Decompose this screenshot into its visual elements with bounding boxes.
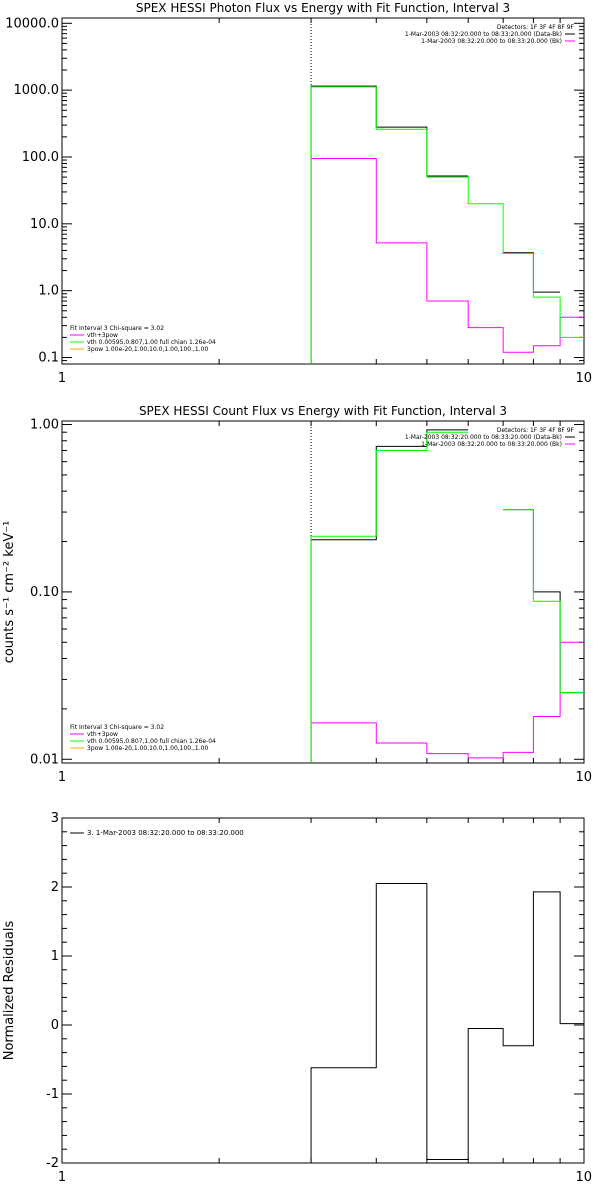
legend-left-item: 3. 1-Mar-2003 08:32:20.000 to 08:33:20.0… [87,829,244,837]
y-tick-label: 0 [51,1018,59,1033]
chart-title: SPEX HESSI Photon Flux vs Energy with Fi… [136,1,510,15]
series-1-line [310,157,584,364]
y-tick-label: 0.1 [38,351,59,366]
series-1-line [310,641,584,763]
series-group [310,85,584,364]
y-axis-label: counts s⁻¹ cm⁻² keV⁻¹ [2,521,17,664]
x-tick-label: 10 [575,770,592,785]
y-tick-label: 0.01 [30,752,59,767]
x-tick-label: 10 [575,371,592,386]
legend-right-item: 1-Mar-2003 08:32:20.000 to 08:33:20.000 … [421,441,562,448]
y-tick-label: 10.0 [30,217,59,232]
panel-count: SPEX HESSI Count Flux vs Energy with Fit… [2,404,592,785]
y-tick-label: 0.10 [30,585,59,600]
y-tick-label: 1 [51,949,59,964]
series-2-line [310,86,584,364]
x-tick-label: 10 [575,1170,592,1185]
series-0-line [310,429,584,763]
series-2-line [310,431,584,763]
legend-left-item: 3pow 1.00e-20,1.00,10.0,1.00,100.,1.00 [87,346,208,353]
legend-left-item: vth+3pow [87,731,118,738]
x-tick-label: 1 [58,770,66,785]
plot-frame [61,817,585,1164]
y-tick-label: 1.00 [30,418,59,433]
legend-left-item: vth+3pow [87,332,118,339]
series-group [310,883,584,1163]
plot-frame [61,420,585,764]
series-group [310,429,584,763]
panel-residuals: 1 10 -2 -1 0 1 2 3 Normalized Residuals 3. 1-Mar-… [2,811,592,1185]
y-tick-label: 3 [51,811,59,826]
y-axis-label: Normalized Residuals [2,921,17,1061]
y-tick-label: 2 [51,880,59,895]
y-tick-label: 10000.0 [5,16,59,31]
legend-left-item: vth 0.00595,0.807,1.00 full chian 1.26e-… [87,339,216,346]
legend-right-header: Detectors: 1F 3F 4F 8F 9F [497,427,575,434]
chart-title: SPEX HESSI Count Flux vs Energy with Fit… [139,404,507,418]
y-tick-label: -2 [46,1156,59,1171]
legend-right-header: Detectors: 1F 3F 4F 8F 9F [497,24,575,31]
legend-left-header: Fit Interval 3 Chi-square = 3.02 [70,724,164,731]
x-tick-label: 1 [58,371,66,386]
y-tick-label: 1000.0 [14,83,60,98]
legend-left-header: Fit Interval 3 Chi-square = 3.02 [70,325,164,332]
y-tick-label: 1.0 [38,284,59,299]
legend-right-item: 1-Mar-2003 08:32:20.000 to 08:33:20.000 … [405,434,562,441]
legend-right-item: 1-Mar-2003 08:32:20.000 to 08:33:20.000 … [421,38,562,45]
y-tick-label: -1 [46,1087,59,1102]
legend-left-item: 3pow 1.00e-20,1.00,10.0,1.00,100.,1.00 [87,745,208,752]
y-tick-label: 100.0 [22,150,59,165]
x-tick-label: 1 [58,1170,66,1185]
legend-left-item: vth 0.00595,0.807,1.00 full chian 1.26e-… [87,738,216,745]
panel-photon: SPEX HESSI Photon Flux vs Energy with Fi… [5,1,592,386]
plot-frame [61,17,585,365]
series-0-line [310,883,584,1163]
series-0-line [310,85,561,364]
legend-right-item: 1-Mar-2003 08:32:20.000 to 08:33:20.000 … [405,31,562,38]
